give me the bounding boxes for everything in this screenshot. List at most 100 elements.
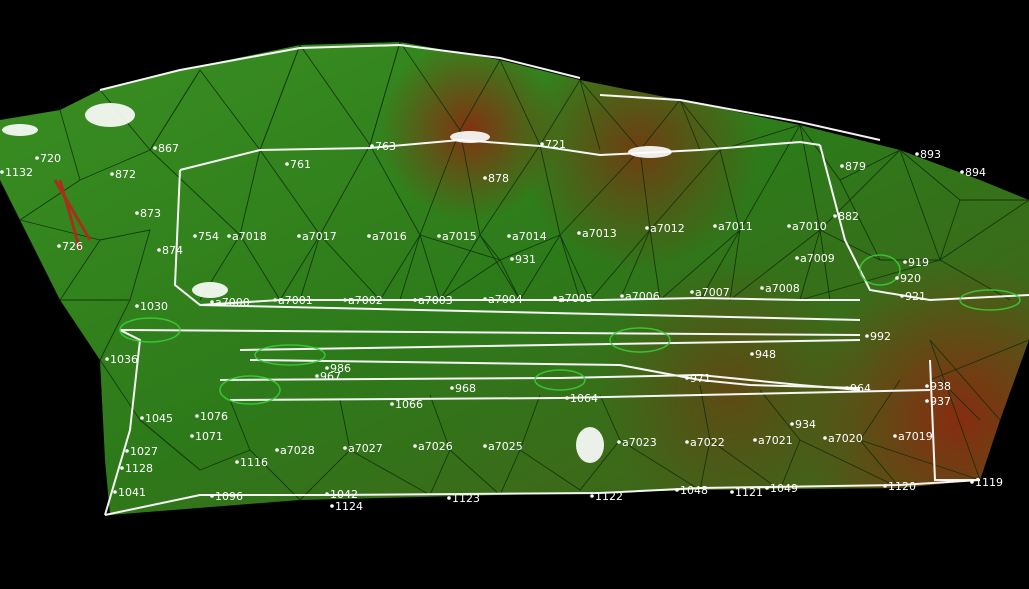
- survey-node-label: a7013: [582, 227, 617, 240]
- survey-node-dot[interactable]: [195, 414, 199, 418]
- survey-node-label: a7022: [690, 436, 725, 449]
- survey-node-label: 937: [930, 395, 951, 408]
- survey-node-dot[interactable]: [823, 436, 827, 440]
- survey-node-label: a7011: [718, 220, 753, 233]
- survey-node-dot[interactable]: [105, 357, 109, 361]
- survey-node-dot[interactable]: [273, 298, 277, 302]
- survey-node-dot[interactable]: [315, 374, 319, 378]
- survey-node-dot[interactable]: [325, 366, 329, 370]
- survey-node-dot[interactable]: [675, 488, 679, 492]
- survey-node-dot[interactable]: [760, 286, 764, 290]
- survey-node-dot[interactable]: [135, 211, 139, 215]
- survey-node-dot[interactable]: [915, 152, 919, 156]
- survey-node-dot[interactable]: [750, 352, 754, 356]
- survey-node-dot[interactable]: [120, 466, 124, 470]
- survey-node-dot[interactable]: [297, 234, 301, 238]
- survey-node-dot[interactable]: [330, 504, 334, 508]
- survey-node-dot[interactable]: [413, 444, 417, 448]
- survey-node-dot[interactable]: [960, 170, 964, 174]
- survey-node-label: 1119: [975, 476, 1003, 489]
- survey-node-dot[interactable]: [413, 298, 417, 302]
- survey-node-dot[interactable]: [730, 490, 734, 494]
- survey-node-dot[interactable]: [483, 444, 487, 448]
- survey-node-dot[interactable]: [690, 290, 694, 294]
- survey-node-dot[interactable]: [285, 162, 289, 166]
- survey-node-dot[interactable]: [450, 386, 454, 390]
- survey-node-dot[interactable]: [925, 399, 929, 403]
- survey-node-dot[interactable]: [483, 297, 487, 301]
- survey-node-label: 1041: [118, 486, 146, 499]
- survey-node-dot[interactable]: [540, 142, 544, 146]
- survey-node-dot[interactable]: [235, 460, 239, 464]
- survey-node-dot[interactable]: [343, 446, 347, 450]
- survey-node-dot[interactable]: [713, 224, 717, 228]
- survey-node-dot[interactable]: [765, 486, 769, 490]
- survey-node-label: 1064: [570, 392, 598, 405]
- survey-node-label: 992: [870, 330, 891, 343]
- survey-node-label: 1071: [195, 430, 223, 443]
- survey-node-dot[interactable]: [193, 234, 197, 238]
- survey-node-dot[interactable]: [970, 480, 974, 484]
- survey-node-dot[interactable]: [685, 440, 689, 444]
- survey-node-dot[interactable]: [895, 276, 899, 280]
- survey-node-label: 1030: [140, 300, 168, 313]
- survey-node-dot[interactable]: [753, 438, 757, 442]
- survey-node-dot[interactable]: [370, 144, 374, 148]
- survey-node-dot[interactable]: [135, 304, 139, 308]
- survey-node-label: a7000: [215, 296, 250, 309]
- survey-node-dot[interactable]: [125, 449, 129, 453]
- survey-node-label: 971: [690, 372, 711, 385]
- survey-node-dot[interactable]: [0, 170, 4, 174]
- survey-node-dot[interactable]: [900, 294, 904, 298]
- survey-node-label: a7006: [625, 290, 660, 303]
- survey-node-label: 878: [488, 172, 509, 185]
- survey-node-dot[interactable]: [227, 234, 231, 238]
- survey-node-dot[interactable]: [845, 386, 849, 390]
- survey-node-dot[interactable]: [437, 234, 441, 238]
- survey-node-dot[interactable]: [787, 224, 791, 228]
- survey-node-dot[interactable]: [140, 416, 144, 420]
- survey-node-dot[interactable]: [795, 256, 799, 260]
- survey-node-dot[interactable]: [57, 244, 61, 248]
- survey-node-dot[interactable]: [367, 234, 371, 238]
- survey-node-dot[interactable]: [483, 176, 487, 180]
- survey-node-label: 874: [162, 244, 183, 257]
- survey-node-dot[interactable]: [833, 214, 837, 218]
- survey-node-dot[interactable]: [447, 496, 451, 500]
- survey-node-label: a7028: [280, 444, 315, 457]
- survey-node-dot[interactable]: [790, 422, 794, 426]
- survey-node-label: 1049: [770, 482, 798, 495]
- survey-node-dot[interactable]: [577, 231, 581, 235]
- survey-node-dot[interactable]: [153, 146, 157, 150]
- survey-node-dot[interactable]: [903, 260, 907, 264]
- survey-node-dot[interactable]: [113, 490, 117, 494]
- survey-node-dot[interactable]: [620, 294, 624, 298]
- survey-node-dot[interactable]: [510, 257, 514, 261]
- survey-node-dot[interactable]: [210, 300, 214, 304]
- survey-node-dot[interactable]: [645, 226, 649, 230]
- survey-node-dot[interactable]: [565, 396, 569, 400]
- survey-node-dot[interactable]: [157, 248, 161, 252]
- survey-node-dot[interactable]: [617, 440, 621, 444]
- survey-node-label: 754: [198, 230, 219, 243]
- survey-node-dot[interactable]: [590, 494, 594, 498]
- survey-node-dot[interactable]: [390, 402, 394, 406]
- survey-node-dot[interactable]: [343, 298, 347, 302]
- survey-node-label: 1045: [145, 412, 173, 425]
- survey-node-dot[interactable]: [110, 172, 114, 176]
- survey-node-dot[interactable]: [190, 434, 194, 438]
- survey-node-dot[interactable]: [840, 164, 844, 168]
- survey-node-dot[interactable]: [325, 492, 329, 496]
- survey-node-dot[interactable]: [925, 384, 929, 388]
- survey-node-dot[interactable]: [893, 434, 897, 438]
- survey-node-dot[interactable]: [275, 448, 279, 452]
- survey-node-label: 726: [62, 240, 83, 253]
- survey-node-dot[interactable]: [865, 334, 869, 338]
- survey-node-dot[interactable]: [553, 296, 557, 300]
- survey-node-dot[interactable]: [210, 494, 214, 498]
- survey-node-dot[interactable]: [507, 234, 511, 238]
- survey-node-dot[interactable]: [685, 376, 689, 380]
- survey-node-dot[interactable]: [35, 156, 39, 160]
- survey-node-dot[interactable]: [883, 484, 887, 488]
